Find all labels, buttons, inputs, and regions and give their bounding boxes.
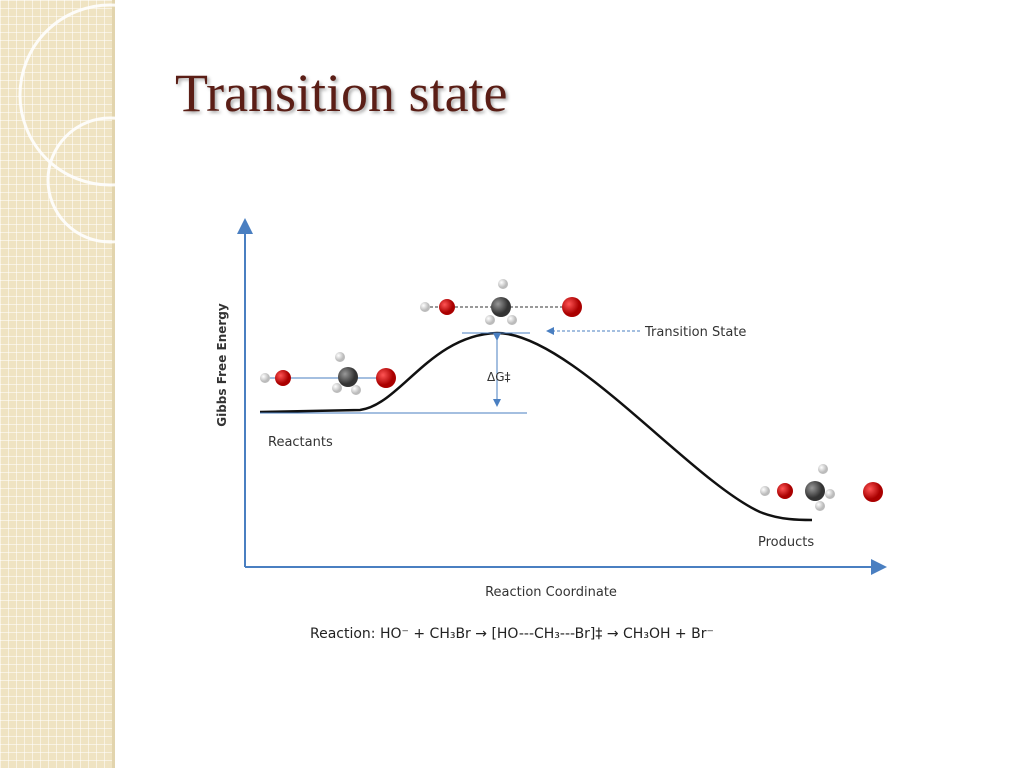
- molecule-reactant: [260, 352, 396, 395]
- energy-curve: [259, 331, 813, 522]
- products-label: Products: [758, 535, 814, 550]
- x-axis-label: Reaction Coordinate: [485, 585, 617, 600]
- molecule-product: [760, 464, 883, 511]
- delta-g-label: ΔG‡: [487, 370, 511, 384]
- decor-stripe: [0, 0, 115, 768]
- molecule-ts: [420, 279, 582, 325]
- reaction-equation: Reaction: HO⁻ + CH₃Br → [HO---CH₃---Br]‡…: [310, 626, 714, 642]
- y-axis-label: Gibbs Free Energy: [215, 303, 229, 427]
- slide-title: Transition state: [175, 63, 508, 123]
- decor-circles: [18, 3, 202, 244]
- transition-state-label: Transition State: [644, 325, 746, 340]
- reactants-label: Reactants: [268, 435, 333, 450]
